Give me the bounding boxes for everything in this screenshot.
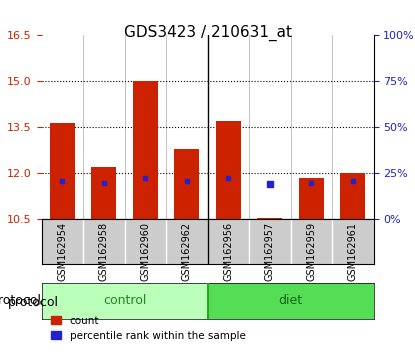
Text: protocol: protocol bbox=[0, 295, 42, 307]
Bar bbox=[216, 121, 241, 219]
Text: GSM162960: GSM162960 bbox=[140, 222, 150, 281]
Text: GSM162957: GSM162957 bbox=[265, 222, 275, 281]
Text: protocol: protocol bbox=[8, 296, 59, 309]
Bar bbox=[133, 81, 158, 219]
Text: GSM162959: GSM162959 bbox=[306, 222, 316, 281]
Text: GSM162956: GSM162956 bbox=[223, 222, 233, 281]
Bar bbox=[174, 149, 199, 219]
Text: GSM162961: GSM162961 bbox=[348, 222, 358, 281]
Bar bbox=[340, 173, 365, 219]
Bar bbox=[299, 178, 324, 219]
Text: GSM162954: GSM162954 bbox=[57, 222, 67, 281]
Text: GSM162958: GSM162958 bbox=[99, 222, 109, 281]
Text: diet: diet bbox=[278, 295, 303, 307]
Bar bbox=[42, 283, 208, 319]
Bar bbox=[91, 167, 116, 219]
Text: GDS3423 / 210631_at: GDS3423 / 210631_at bbox=[124, 25, 291, 41]
Text: control: control bbox=[103, 295, 146, 307]
Bar bbox=[257, 218, 282, 219]
Bar bbox=[50, 123, 75, 219]
Legend: count, percentile rank within the sample: count, percentile rank within the sample bbox=[47, 312, 250, 345]
Bar bbox=[208, 283, 374, 319]
Text: GSM162962: GSM162962 bbox=[182, 222, 192, 281]
